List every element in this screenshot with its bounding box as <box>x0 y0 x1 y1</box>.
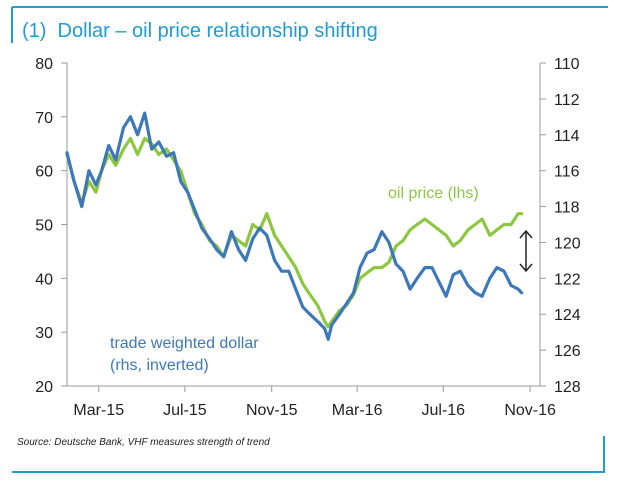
x-tick-label: Mar-15 <box>73 402 124 419</box>
left-tick-label: 40 <box>35 271 53 288</box>
double-arrow-head-down <box>519 263 533 273</box>
left-tick-label: 60 <box>35 164 53 181</box>
oil-price-line <box>65 136 524 329</box>
x-axis-ticks: Mar-15 Jul-15 Nov-15 Mar-16 Jul-16 Nov-16 <box>73 386 556 419</box>
right-tick-label: 128 <box>554 379 581 396</box>
x-tick-label: Nov-15 <box>246 402 298 419</box>
right-tick-label: 110 <box>554 56 580 73</box>
left-tick-label: 30 <box>35 325 53 342</box>
x-tick-label: Jul-15 <box>163 402 207 419</box>
right-tick-label: 124 <box>554 307 581 324</box>
oil-series-label: oil price (lhs) <box>388 185 479 202</box>
double-arrow-head-up <box>519 229 533 239</box>
chart-title: (1) Dollar – oil price relationship shif… <box>22 20 378 42</box>
left-tick-label: 70 <box>35 110 53 127</box>
right-axis-ticks: 110 112 114 116 118 120 122 124 126 128 <box>540 56 581 396</box>
right-tick-label: 114 <box>554 128 580 145</box>
left-tick-label: 80 <box>35 56 53 73</box>
left-tick-label: 50 <box>35 218 53 235</box>
x-tick-label: Mar-16 <box>332 402 383 419</box>
right-tick-label: 120 <box>554 235 581 252</box>
right-tick-label: 126 <box>554 343 581 360</box>
right-tick-label: 122 <box>554 271 581 288</box>
double-arrow-icon <box>519 229 533 273</box>
x-tick-label: Nov-16 <box>504 402 556 419</box>
dollar-series-label-line1: trade weighted dollar <box>110 335 259 352</box>
chart-frame <box>11 6 608 473</box>
series-layer <box>65 111 524 341</box>
dollar-series-label-line2: (rhs, inverted) <box>110 357 209 374</box>
source-note: Source: Deutsche Bank, VHF measures stre… <box>17 437 270 448</box>
left-tick-label: 20 <box>35 379 53 396</box>
right-tick-label: 116 <box>554 164 580 181</box>
x-tick-label: Jul-16 <box>421 402 465 419</box>
right-tick-label: 112 <box>554 92 580 109</box>
right-tick-label: 118 <box>554 200 580 217</box>
dollar-index-line <box>65 111 524 341</box>
left-axis-ticks: 20 30 40 50 60 70 80 <box>35 56 67 396</box>
annotations: oil price (lhs) trade weighted dollar (r… <box>110 185 533 374</box>
